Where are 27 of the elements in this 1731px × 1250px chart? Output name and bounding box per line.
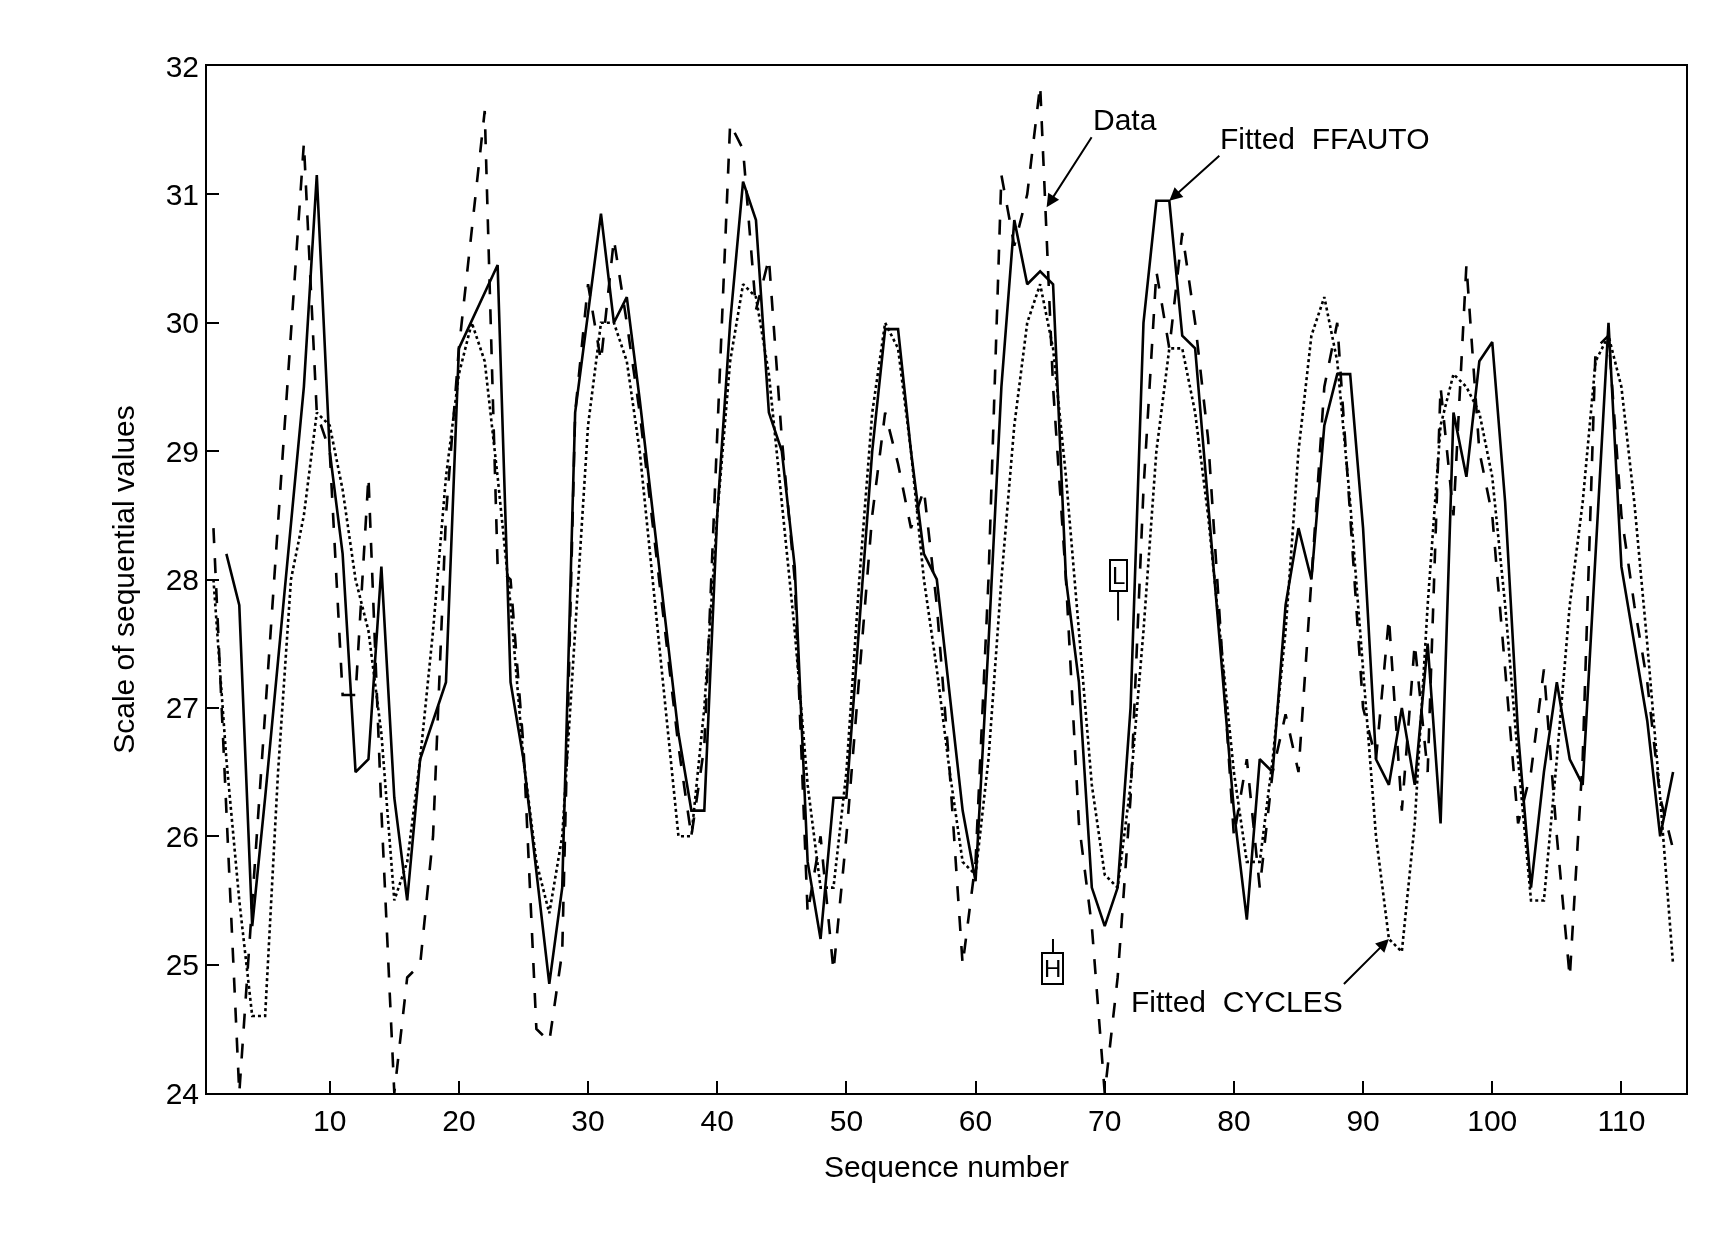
annotation: Fitted CYCLES [1131,985,1343,1018]
x-tick-label: 60 [958,1104,993,1137]
annotation: Fitted FFAUTO [1220,122,1430,155]
y-tick-label: 30 [165,306,199,340]
y-tick-label: 25 [165,948,199,982]
x-tick-label: 50 [829,1104,864,1137]
x-tick-label: 110 [1597,1104,1646,1137]
annotation: L [1112,562,1126,589]
x-tick-label: 20 [442,1104,476,1137]
x-axis-title: Sequence number [823,1150,1070,1183]
x-tick-label: 70 [1088,1104,1122,1137]
y-tick-label: 31 [165,177,199,211]
y-axis-title: Scale of sequential values [107,405,141,754]
x-tick-label: 40 [700,1104,734,1137]
y-tick-label: 28 [165,563,199,596]
y-tick-label: 26 [165,819,199,853]
y-tick-label: 32 [165,49,199,83]
y-tick-label: 24 [165,1076,199,1110]
x-tick-label: 80 [1217,1104,1251,1137]
annotation: Data [1093,103,1157,136]
annotation: H [1044,955,1062,982]
x-tick-label: 30 [571,1104,605,1137]
y-tick-label: 29 [165,434,199,468]
x-tick-label: 10 [313,1104,347,1137]
x-tick-label: 100 [1467,1104,1518,1137]
x-tick-label: 90 [1346,1104,1380,1137]
y-tick-label: 27 [165,691,199,725]
